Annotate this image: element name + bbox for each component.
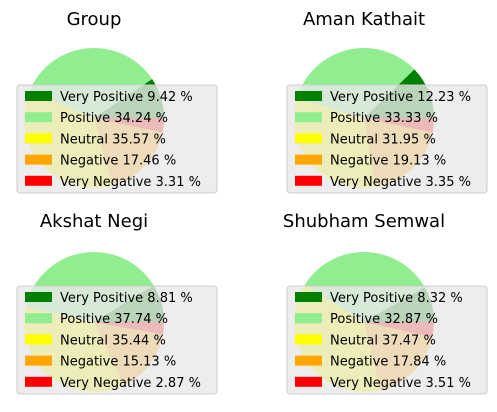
legend-swatch-very-negative [25,175,52,186]
legend-label-neutral: Neutral 31.95 % [330,132,436,147]
legend-label-negative: Negative 15.13 % [60,355,176,370]
legend-label-neutral: Neutral 37.47 % [330,333,436,348]
legend-swatch-negative [25,154,52,165]
legend-swatch-positive [25,313,52,324]
legend-label-very-positive: Very Positive 8.32 % [330,291,463,306]
legend-swatch-very-negative [295,175,322,186]
legend-swatch-positive [25,112,52,123]
legend-label-negative: Negative 17.46 % [60,154,176,169]
legend-label-very-negative: Very Negative 3.51 % [330,376,471,391]
chart-title: Shubham Semwal [283,211,445,232]
legend-swatch-neutral [25,334,52,345]
chart-title: Aman Kathait [303,9,425,30]
legend-label-neutral: Neutral 35.44 % [60,333,166,348]
legend-swatch-neutral [295,133,322,144]
chart-title: Akshat Negi [40,211,148,232]
legend-label-negative: Negative 17.84 % [330,355,446,370]
pie-panel-shubham-semwal: Shubham Semwal Very Positive 8.32 % Positi… [283,211,488,395]
legend-box [16,84,218,194]
legend-swatch-positive [295,313,322,324]
legend-label-very-negative: Very Negative 2.87 % [60,376,201,391]
chart-title: Group [67,9,122,30]
legend-swatch-negative [295,355,322,366]
legend-swatch-neutral [25,133,52,144]
legend-label-very-negative: Very Negative 3.31 % [60,175,201,190]
legend-swatch-very-positive [295,91,322,101]
legend-swatch-very-positive [25,292,52,302]
pie-panel-akshat-negi: Akshat Negi Very Positive 8.81 % Positive … [16,211,218,395]
legend-label-very-positive: Very Positive 9.42 % [60,90,193,105]
legend-box [286,84,488,194]
legend-swatch-negative [25,355,52,366]
legend-swatch-positive [295,112,322,123]
legend-label-very-positive: Very Positive 8.81 % [60,291,193,306]
legend-label-positive: Positive 34.24 % [60,111,168,126]
legend-label-neutral: Neutral 35.57 % [60,132,166,147]
legend-label-very-negative: Very Negative 3.35 % [330,175,471,190]
legend-swatch-negative [295,154,322,165]
legend-box [286,285,488,395]
legend-swatch-neutral [295,334,322,345]
legend-swatch-very-negative [295,376,322,387]
legend-swatch-very-positive [25,91,52,101]
legend-label-positive: Positive 32.87 % [330,312,438,327]
legend-label-very-positive: Very Positive 12.23 % [330,90,471,105]
legend-label-negative: Negative 19.13 % [330,154,446,169]
legend-swatch-very-positive [295,292,322,302]
legend-label-positive: Positive 33.33 % [330,111,438,126]
legend-label-positive: Positive 37.74 % [60,312,168,327]
legend-swatch-very-negative [25,376,52,387]
legend-box [16,285,218,395]
pie-panel-group: Group Very Positive 9.42 % Positive 34.24 … [16,9,218,194]
pie-panel-aman-kathait: Aman Kathait Very Positive 12.23 % Positiv… [286,9,488,194]
